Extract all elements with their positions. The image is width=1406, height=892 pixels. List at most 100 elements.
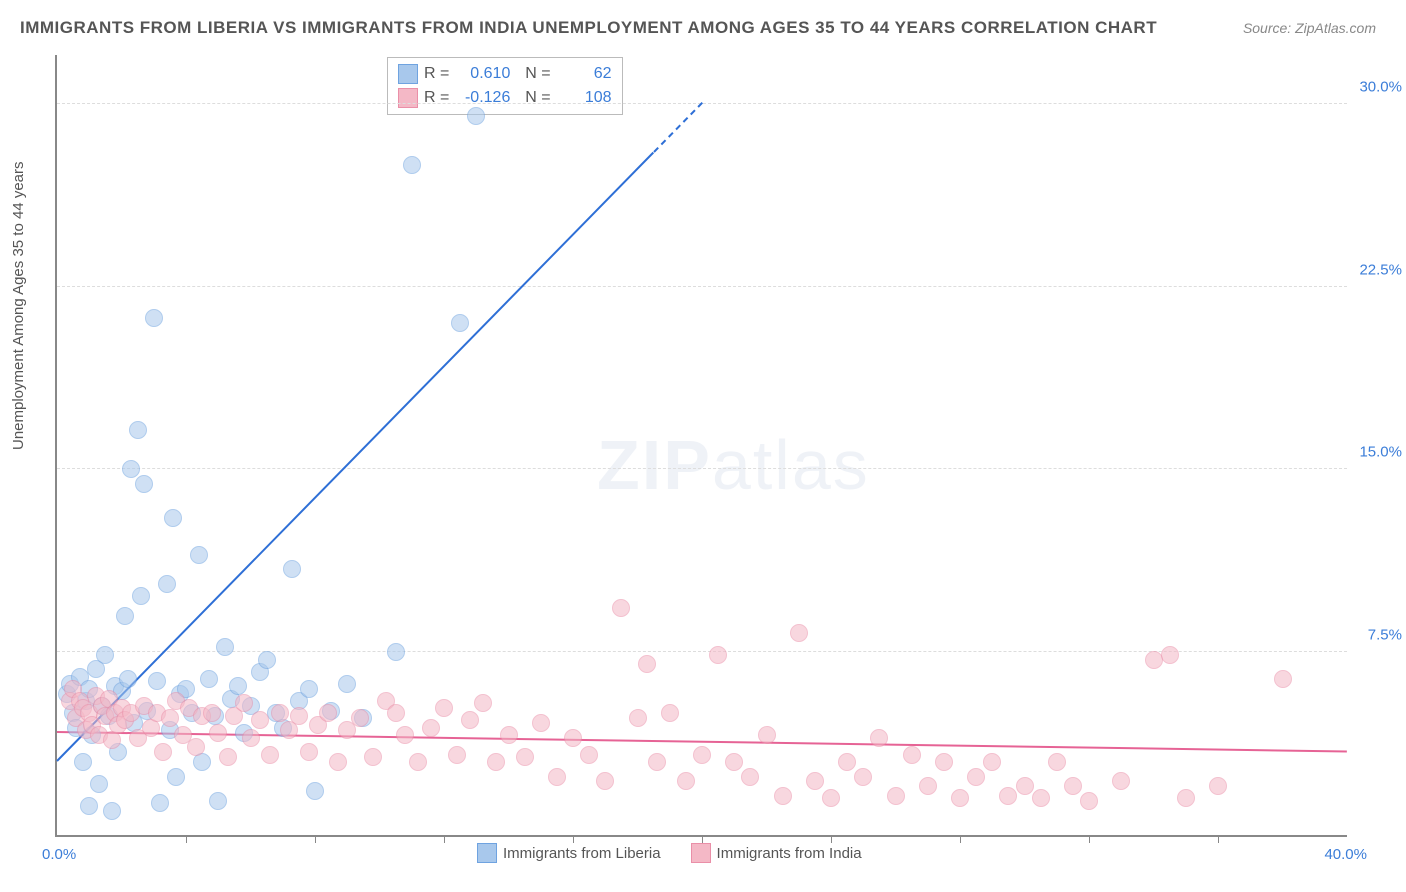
data-point: [548, 768, 566, 786]
data-point: [1209, 777, 1227, 795]
data-point: [422, 719, 440, 737]
data-point: [435, 699, 453, 717]
data-point: [319, 704, 337, 722]
data-point: [451, 314, 469, 332]
data-point: [96, 646, 114, 664]
data-point: [448, 746, 466, 764]
gridline: [57, 286, 1347, 287]
legend-swatch-india: [691, 843, 711, 863]
x-tick: [831, 835, 832, 843]
correlation-stat-box: R = 0.610 N = 62 R = -0.126 N = 108: [387, 57, 623, 115]
data-point: [229, 677, 247, 695]
data-point: [403, 156, 421, 174]
data-point: [1048, 753, 1066, 771]
data-point: [216, 638, 234, 656]
data-point: [209, 792, 227, 810]
x-tick: [960, 835, 961, 843]
data-point: [758, 726, 776, 744]
n-label: N =: [516, 89, 550, 107]
trend-line: [653, 102, 703, 153]
data-point: [638, 655, 656, 673]
data-point: [1274, 670, 1292, 688]
data-point: [612, 599, 630, 617]
data-point: [806, 772, 824, 790]
data-point: [1161, 646, 1179, 664]
data-point: [145, 309, 163, 327]
data-point: [251, 711, 269, 729]
data-point: [129, 421, 147, 439]
stat-row-liberia: R = 0.610 N = 62: [398, 62, 612, 86]
data-point: [467, 107, 485, 125]
legend-item-india: Immigrants from India: [691, 843, 862, 863]
data-point: [999, 787, 1017, 805]
r-label: R =: [424, 89, 449, 107]
data-point: [271, 704, 289, 722]
legend-label-liberia: Immigrants from Liberia: [503, 845, 661, 862]
data-point: [164, 509, 182, 527]
data-point: [951, 789, 969, 807]
data-point: [887, 787, 905, 805]
data-point: [983, 753, 1001, 771]
data-point: [790, 624, 808, 642]
data-point: [122, 460, 140, 478]
data-point: [300, 680, 318, 698]
data-point: [935, 753, 953, 771]
data-point: [1016, 777, 1034, 795]
data-point: [187, 738, 205, 756]
data-point: [661, 704, 679, 722]
legend-label-india: Immigrants from India: [717, 845, 862, 862]
swatch-liberia: [398, 64, 418, 84]
data-point: [74, 753, 92, 771]
data-point: [854, 768, 872, 786]
data-point: [364, 748, 382, 766]
data-point: [90, 775, 108, 793]
y-tick-label: 7.5%: [1354, 627, 1402, 644]
watermark: ZIPatlas: [597, 425, 870, 505]
r-value-liberia: 0.610: [455, 65, 510, 83]
data-point: [396, 726, 414, 744]
swatch-india: [398, 88, 418, 108]
data-point: [387, 643, 405, 661]
data-point: [516, 748, 534, 766]
data-point: [461, 711, 479, 729]
data-point: [300, 743, 318, 761]
data-point: [161, 709, 179, 727]
data-point: [103, 802, 121, 820]
n-value-liberia: 62: [557, 65, 612, 83]
data-point: [967, 768, 985, 786]
data-point: [306, 782, 324, 800]
legend-item-liberia: Immigrants from Liberia: [477, 843, 661, 863]
x-tick: [1218, 835, 1219, 843]
data-point: [838, 753, 856, 771]
data-point: [677, 772, 695, 790]
n-label: N =: [516, 65, 550, 83]
data-point: [338, 675, 356, 693]
data-point: [1080, 792, 1098, 810]
x-tick: [444, 835, 445, 843]
x-tick: [702, 835, 703, 843]
data-point: [80, 797, 98, 815]
y-tick-label: 30.0%: [1354, 78, 1402, 95]
x-min-label: 0.0%: [42, 846, 76, 863]
x-tick: [1089, 835, 1090, 843]
chart-source: Source: ZipAtlas.com: [1243, 20, 1376, 36]
data-point: [741, 768, 759, 786]
data-point: [564, 729, 582, 747]
data-point: [167, 768, 185, 786]
data-point: [290, 707, 308, 725]
data-point: [474, 694, 492, 712]
data-point: [151, 794, 169, 812]
data-point: [648, 753, 666, 771]
data-point: [822, 789, 840, 807]
data-point: [242, 729, 260, 747]
data-point: [1064, 777, 1082, 795]
n-value-india: 108: [557, 89, 612, 107]
data-point: [596, 772, 614, 790]
data-point: [235, 694, 253, 712]
y-tick-label: 22.5%: [1354, 261, 1402, 278]
legend: Immigrants from Liberia Immigrants from …: [477, 843, 862, 863]
data-point: [919, 777, 937, 795]
x-tick: [186, 835, 187, 843]
data-point: [154, 743, 172, 761]
data-point: [870, 729, 888, 747]
